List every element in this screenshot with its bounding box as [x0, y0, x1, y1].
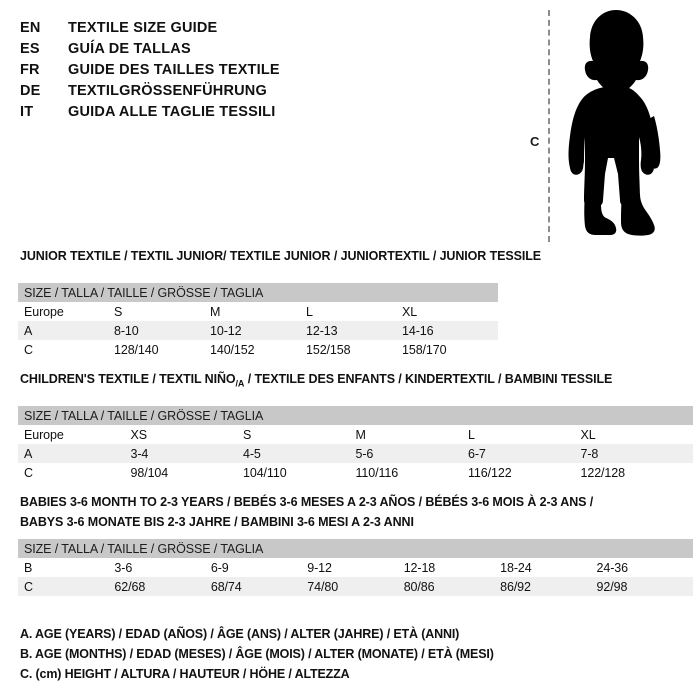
children-c-l: 116/122	[468, 463, 581, 482]
junior-a-l: 12-13	[306, 321, 402, 340]
junior-europe-m: M	[210, 302, 306, 321]
table-row: B 3-6 6-9 9-12 12-18 18-24 24-36	[18, 558, 693, 577]
junior-row-label-c: C	[18, 340, 114, 359]
children-row-label-a: A	[18, 444, 131, 463]
children-c-xs: 98/104	[130, 463, 243, 482]
babies-row-label-c: C	[18, 577, 115, 596]
children-section-title: CHILDREN'S TEXTILE / TEXTIL NIÑO/A / TEX…	[20, 372, 612, 389]
language-title-it: GUIDA ALLE TAGLIE TESSILI	[68, 104, 276, 120]
babies-c-6-9: 68/74	[210, 577, 308, 596]
junior-europe-xl: XL	[402, 302, 498, 321]
junior-c-m: 140/152	[210, 340, 306, 359]
children-a-s: 4-5	[243, 444, 356, 463]
babies-b-6-9: 6-9	[210, 558, 308, 577]
junior-c-s: 128/140	[114, 340, 210, 359]
legend-row-b: B. AGE (MONTHS) / EDAD (MESES) / ÂGE (MO…	[20, 647, 494, 661]
table-header-row: SIZE / TALLA / TAILLE / GRÖSSE / TAGLIA	[18, 406, 693, 425]
legend-row-a: A. AGE (YEARS) / EDAD (AÑOS) / ÂGE (ANS)…	[20, 627, 460, 641]
babies-section-title-line1: BABIES 3-6 MONTH TO 2-3 YEARS / BEBÉS 3-…	[20, 495, 594, 509]
junior-size-table: SIZE / TALLA / TAILLE / GRÖSSE / TAGLIA …	[18, 283, 498, 359]
language-code-fr: FR	[20, 62, 40, 78]
children-title-sub: /A	[235, 378, 245, 389]
children-europe-l: L	[468, 425, 581, 444]
babies-table-header-label: SIZE / TALLA / TAILLE / GRÖSSE / TAGLIA	[18, 539, 693, 558]
children-c-m: 110/116	[355, 463, 468, 482]
measurement-legend: A. AGE (YEARS) / EDAD (AÑOS) / ÂGE (ANS)…	[20, 627, 620, 687]
babies-b-9-12: 9-12	[307, 558, 404, 577]
table-row: Europe S M L XL	[18, 302, 498, 321]
children-europe-xl: XL	[580, 425, 693, 444]
babies-c-24-36: 92/98	[596, 577, 693, 596]
junior-europe-l: L	[306, 302, 402, 321]
babies-size-table: SIZE / TALLA / TAILLE / GRÖSSE / TAGLIA …	[18, 539, 693, 596]
table-row: C 128/140 140/152 152/158 158/170	[18, 340, 498, 359]
language-title-de: TEXTILGRÖSSENFÜHRUNG	[68, 83, 267, 99]
children-row-label-c: C	[18, 463, 131, 482]
table-row: C 98/104 104/110 110/116 116/122 122/128	[18, 463, 693, 482]
language-row-de: DE TEXTILGRÖSSENFÜHRUNG	[20, 83, 350, 104]
legend-row-c: C. (cm) HEIGHT / ALTURA / HAUTEUR / HÖHE…	[20, 667, 350, 681]
language-code-it: IT	[20, 104, 34, 120]
children-title-post: / TEXTILE DES ENFANTS / KINDERTEXTIL / B…	[244, 372, 613, 386]
junior-row-label-europe: Europe	[18, 302, 114, 321]
children-table-header-label: SIZE / TALLA / TAILLE / GRÖSSE / TAGLIA	[18, 406, 693, 425]
babies-row-label-b: B	[18, 558, 115, 577]
junior-europe-s: S	[114, 302, 210, 321]
children-row-label-europe: Europe	[18, 425, 131, 444]
table-header-row: SIZE / TALLA / TAILLE / GRÖSSE / TAGLIA	[18, 539, 693, 558]
language-title-fr: GUIDE DES TAILLES TEXTILE	[68, 62, 280, 78]
children-europe-xs: XS	[130, 425, 243, 444]
language-row-it: IT GUIDA ALLE TAGLIE TESSILI	[20, 104, 350, 125]
children-c-s: 104/110	[243, 463, 356, 482]
babies-b-18-24: 18-24	[500, 558, 597, 577]
babies-b-3-6: 3-6	[114, 558, 211, 577]
babies-c-9-12: 74/80	[307, 577, 404, 596]
children-europe-m: M	[355, 425, 468, 444]
children-a-xs: 3-4	[130, 444, 243, 463]
junior-a-s: 8-10	[114, 321, 210, 340]
language-row-en: EN TEXTILE SIZE GUIDE	[20, 20, 350, 41]
junior-c-xl: 158/170	[402, 340, 498, 359]
children-a-l: 6-7	[468, 444, 581, 463]
children-size-table: SIZE / TALLA / TAILLE / GRÖSSE / TAGLIA …	[18, 406, 693, 482]
table-row: A 8-10 10-12 12-13 14-16	[18, 321, 498, 340]
babies-b-12-18: 12-18	[403, 558, 501, 577]
children-a-m: 5-6	[355, 444, 468, 463]
language-code-en: EN	[20, 20, 41, 36]
measure-label-c: C	[530, 134, 540, 149]
babies-c-3-6: 62/68	[114, 577, 211, 596]
language-row-fr: FR GUIDE DES TAILLES TEXTILE	[20, 62, 350, 83]
children-europe-s: S	[243, 425, 356, 444]
height-dashed-line	[548, 10, 550, 242]
babies-c-12-18: 80/86	[403, 577, 501, 596]
babies-b-24-36: 24-36	[596, 558, 693, 577]
babies-c-18-24: 86/92	[500, 577, 597, 596]
children-title-pre: CHILDREN'S TEXTILE / TEXTIL NIÑO	[20, 372, 236, 386]
junior-table-header-label: SIZE / TALLA / TAILLE / GRÖSSE / TAGLIA	[18, 283, 498, 302]
table-row: A 3-4 4-5 5-6 6-7 7-8	[18, 444, 693, 463]
language-code-es: ES	[20, 41, 40, 57]
children-c-xl: 122/128	[580, 463, 693, 482]
table-row: C 62/68 68/74 74/80 80/86 86/92 92/98	[18, 577, 693, 596]
language-title-en: TEXTILE SIZE GUIDE	[68, 20, 218, 36]
junior-a-xl: 14-16	[402, 321, 498, 340]
language-title-es: GUÍA DE TALLAS	[68, 41, 191, 57]
junior-a-m: 10-12	[210, 321, 306, 340]
children-a-xl: 7-8	[580, 444, 693, 463]
table-row: Europe XS S M L XL	[18, 425, 693, 444]
junior-section-title: JUNIOR TEXTILE / TEXTIL JUNIOR/ TEXTILE …	[20, 249, 541, 263]
language-header-block: EN TEXTILE SIZE GUIDE ES GUÍA DE TALLAS …	[20, 20, 350, 125]
language-code-de: DE	[20, 83, 41, 99]
babies-section-title-line2: BABYS 3-6 MONATE BIS 2-3 JAHRE / BAMBINI…	[20, 515, 414, 529]
junior-c-l: 152/158	[306, 340, 402, 359]
language-row-es: ES GUÍA DE TALLAS	[20, 41, 350, 62]
table-header-row: SIZE / TALLA / TAILLE / GRÖSSE / TAGLIA	[18, 283, 498, 302]
toddler-silhouette-icon	[568, 10, 661, 236]
junior-row-label-a: A	[18, 321, 114, 340]
height-measurement-illustration: C	[512, 4, 700, 244]
